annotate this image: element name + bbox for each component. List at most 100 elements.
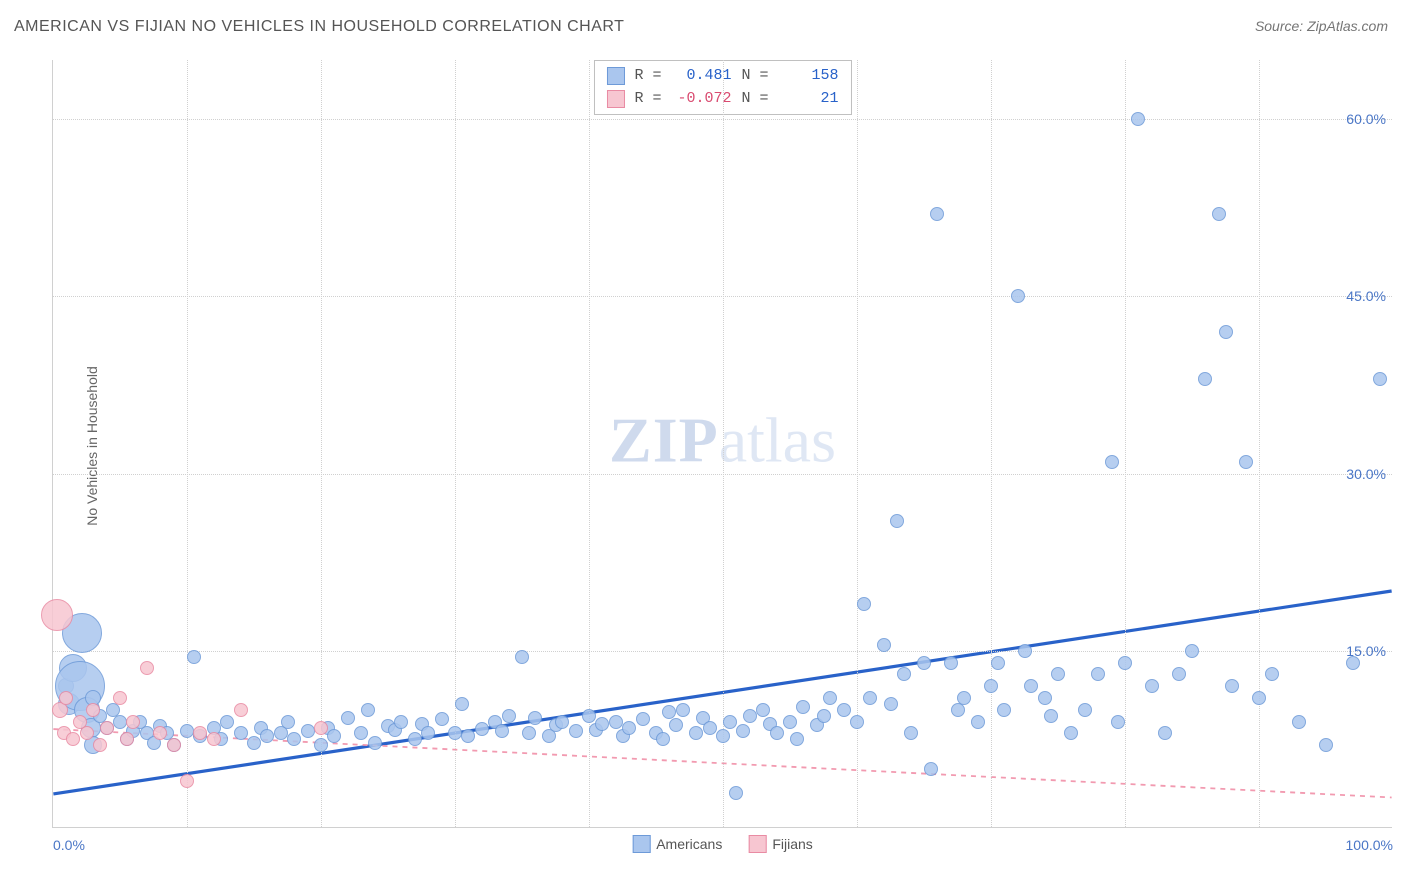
data-point-americans bbox=[475, 722, 489, 736]
data-point-americans bbox=[1131, 112, 1145, 126]
data-point-americans bbox=[260, 729, 274, 743]
data-point-americans bbox=[1319, 738, 1333, 752]
data-point-americans bbox=[1346, 656, 1360, 670]
series-legend-item: Fijians bbox=[748, 835, 812, 853]
data-point-americans bbox=[1239, 455, 1253, 469]
series-label: Americans bbox=[656, 836, 722, 852]
gridline-v bbox=[455, 60, 456, 827]
data-point-americans bbox=[234, 726, 248, 740]
data-point-americans bbox=[743, 709, 757, 723]
gridline-v bbox=[723, 60, 724, 827]
watermark-zip: ZIP bbox=[609, 404, 719, 475]
data-point-americans bbox=[448, 726, 462, 740]
data-point-americans bbox=[1118, 656, 1132, 670]
stats-n-value: 158 bbox=[779, 65, 839, 88]
data-point-americans bbox=[770, 726, 784, 740]
series-label: Fijians bbox=[772, 836, 812, 852]
data-point-americans bbox=[1064, 726, 1078, 740]
data-point-fijians bbox=[120, 732, 134, 746]
data-point-americans bbox=[1018, 644, 1032, 658]
data-point-americans bbox=[1091, 667, 1105, 681]
data-point-fijians bbox=[86, 703, 100, 717]
series-swatch bbox=[748, 835, 766, 853]
data-point-americans bbox=[890, 514, 904, 528]
y-tick-label: 45.0% bbox=[1346, 288, 1386, 304]
source-link[interactable]: ZipAtlas.com bbox=[1307, 18, 1388, 34]
data-point-americans bbox=[703, 721, 717, 735]
plot-area: ZIPatlas R =0.481N =158R =-0.072N =21 Am… bbox=[52, 60, 1392, 828]
data-point-fijians bbox=[126, 715, 140, 729]
data-point-americans bbox=[354, 726, 368, 740]
stats-n-value: 21 bbox=[779, 88, 839, 111]
data-point-americans bbox=[823, 691, 837, 705]
data-point-americans bbox=[113, 715, 127, 729]
data-point-americans bbox=[281, 715, 295, 729]
data-point-fijians bbox=[193, 726, 207, 740]
gridline-v bbox=[857, 60, 858, 827]
data-point-fijians bbox=[100, 721, 114, 735]
source-prefix: Source: bbox=[1255, 18, 1307, 34]
data-point-americans bbox=[595, 717, 609, 731]
data-point-americans bbox=[394, 715, 408, 729]
data-point-americans bbox=[783, 715, 797, 729]
data-point-americans bbox=[368, 736, 382, 750]
data-point-americans bbox=[435, 712, 449, 726]
data-point-americans bbox=[857, 597, 871, 611]
series-swatch bbox=[632, 835, 650, 853]
series-legend-item: Americans bbox=[632, 835, 722, 853]
data-point-fijians bbox=[153, 726, 167, 740]
data-point-americans bbox=[1078, 703, 1092, 717]
data-point-americans bbox=[817, 709, 831, 723]
data-point-americans bbox=[569, 724, 583, 738]
data-point-americans bbox=[1011, 289, 1025, 303]
data-point-americans bbox=[991, 656, 1005, 670]
data-point-americans bbox=[1044, 709, 1058, 723]
gridline-v bbox=[321, 60, 322, 827]
data-point-fijians bbox=[41, 599, 73, 631]
data-point-americans bbox=[455, 697, 469, 711]
source-attribution: Source: ZipAtlas.com bbox=[1255, 18, 1388, 34]
stats-swatch bbox=[606, 67, 624, 85]
data-point-americans bbox=[247, 736, 261, 750]
data-point-americans bbox=[957, 691, 971, 705]
data-point-fijians bbox=[180, 774, 194, 788]
data-point-americans bbox=[1292, 715, 1306, 729]
data-point-fijians bbox=[167, 738, 181, 752]
data-point-americans bbox=[884, 697, 898, 711]
series-legend: Americans Fijians bbox=[632, 835, 813, 853]
data-point-americans bbox=[502, 709, 516, 723]
data-point-fijians bbox=[234, 703, 248, 717]
data-point-americans bbox=[180, 724, 194, 738]
data-point-americans bbox=[528, 711, 542, 725]
data-point-americans bbox=[555, 715, 569, 729]
data-point-americans bbox=[495, 724, 509, 738]
data-point-americans bbox=[515, 650, 529, 664]
gridline-v bbox=[991, 60, 992, 827]
data-point-americans bbox=[723, 715, 737, 729]
data-point-americans bbox=[1172, 667, 1186, 681]
y-tick-label: 30.0% bbox=[1346, 466, 1386, 482]
data-point-americans bbox=[287, 732, 301, 746]
data-point-americans bbox=[930, 207, 944, 221]
data-point-americans bbox=[1198, 372, 1212, 386]
data-point-americans bbox=[756, 703, 770, 717]
data-point-americans bbox=[689, 726, 703, 740]
data-point-americans bbox=[1225, 679, 1239, 693]
data-point-americans bbox=[837, 703, 851, 717]
stats-n-label: N = bbox=[742, 65, 769, 88]
data-point-americans bbox=[1051, 667, 1065, 681]
correlation-chart-page: AMERICAN VS FIJIAN NO VEHICLES IN HOUSEH… bbox=[0, 0, 1406, 892]
data-point-fijians bbox=[140, 661, 154, 675]
data-point-americans bbox=[1212, 207, 1226, 221]
data-point-americans bbox=[917, 656, 931, 670]
data-point-americans bbox=[636, 712, 650, 726]
data-point-americans bbox=[736, 724, 750, 738]
data-point-americans bbox=[850, 715, 864, 729]
data-point-americans bbox=[1158, 726, 1172, 740]
x-tick-label: 100.0% bbox=[1346, 837, 1393, 853]
data-point-americans bbox=[897, 667, 911, 681]
data-point-americans bbox=[729, 786, 743, 800]
data-point-americans bbox=[1265, 667, 1279, 681]
y-tick-label: 60.0% bbox=[1346, 111, 1386, 127]
data-point-americans bbox=[662, 705, 676, 719]
